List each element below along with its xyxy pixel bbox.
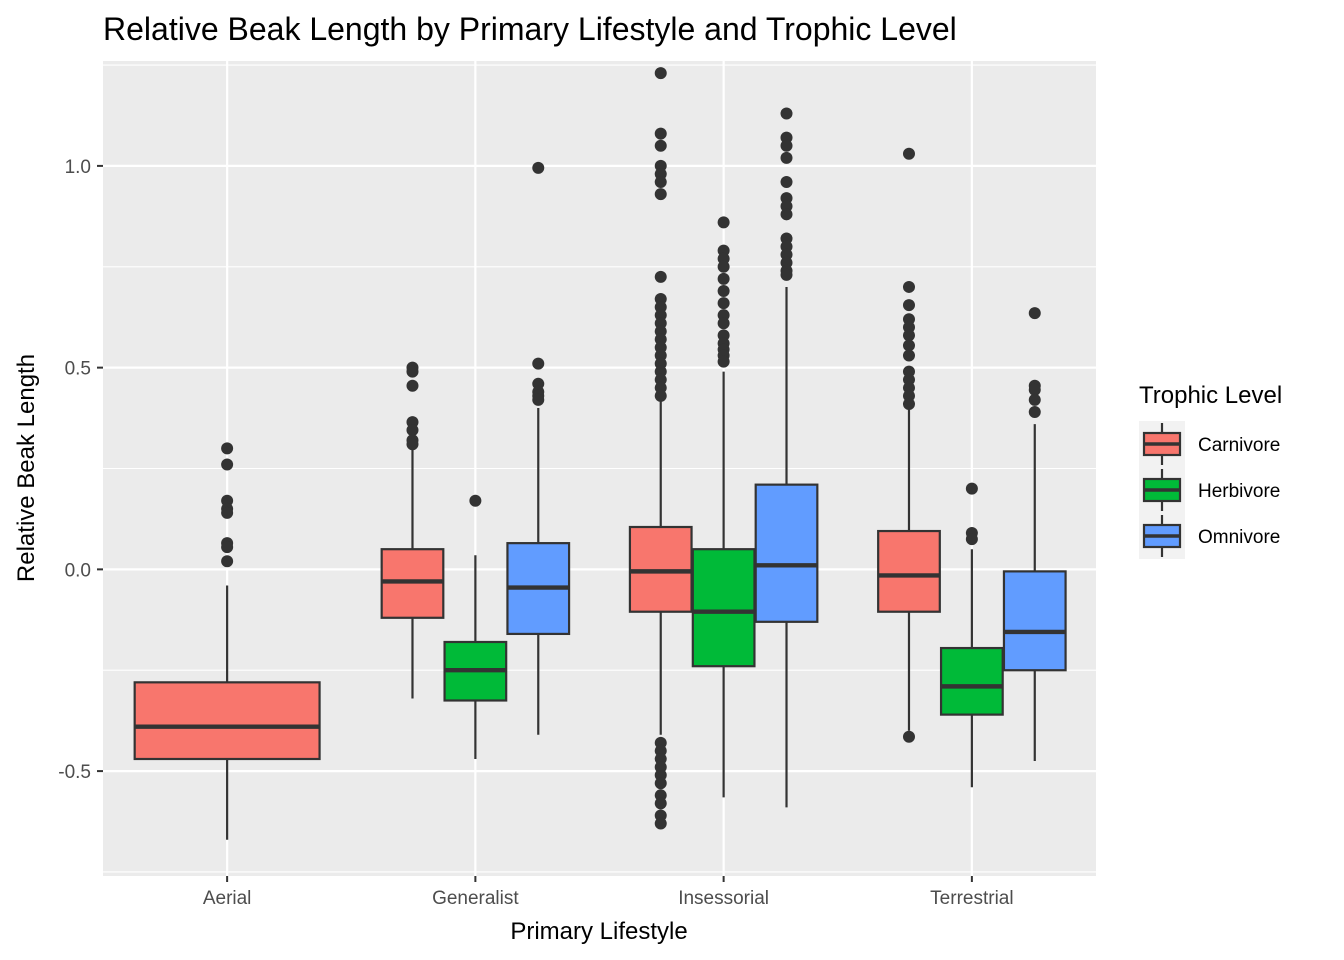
x-tick-label: Aerial xyxy=(203,888,252,909)
legend-items: Carnivore Herbivore Omnivore xyxy=(1139,421,1280,559)
outlier-point xyxy=(221,555,234,568)
chart-title: Relative Beak Length by Primary Lifestyl… xyxy=(103,11,957,47)
box-layer xyxy=(133,67,1067,840)
legend-label: Carnivore xyxy=(1198,435,1280,456)
outlier-point xyxy=(406,424,419,437)
outlier-point xyxy=(1028,406,1041,419)
outlier-point xyxy=(654,139,667,152)
outlier-point xyxy=(902,147,915,160)
legend-label: Omnivore xyxy=(1198,527,1280,548)
y-tick-label: 0.5 xyxy=(65,359,91,380)
box-generalist-herbivore xyxy=(443,494,508,759)
outlier-point xyxy=(780,176,793,189)
outlier-point xyxy=(717,297,730,310)
outlier-point xyxy=(902,329,915,342)
outlier-point xyxy=(780,151,793,164)
outlier-point xyxy=(902,397,915,410)
box-aerial-carnivore xyxy=(133,442,321,840)
outlier-point xyxy=(902,349,915,362)
outlier-point xyxy=(717,284,730,297)
outlier-point xyxy=(902,299,915,312)
box-iqr xyxy=(1002,570,1067,672)
legend-item-carnivore: Carnivore xyxy=(1139,421,1280,467)
outlier-point xyxy=(654,188,667,201)
box-insessorial-carnivore xyxy=(628,67,693,830)
outlier-point xyxy=(965,482,978,495)
box-iqr xyxy=(877,529,941,613)
outlier-point xyxy=(469,494,482,507)
outlier-point xyxy=(654,389,667,402)
outlier-point xyxy=(532,393,545,406)
box-iqr xyxy=(691,548,756,668)
outlier-point xyxy=(654,777,667,790)
outlier-point xyxy=(406,365,419,378)
y-tick-label: -0.5 xyxy=(58,762,91,783)
outlier-point xyxy=(654,67,667,80)
y-tick-label: 0.0 xyxy=(65,560,91,581)
y-tick-label: 1.0 xyxy=(65,157,91,178)
outlier-point xyxy=(1028,383,1041,396)
outlier-point xyxy=(654,176,667,189)
outlier-point xyxy=(1028,393,1041,406)
y-axis-title: Relative Beak Length xyxy=(13,354,40,582)
x-tick-label: Terrestrial xyxy=(930,888,1013,909)
box-generalist-carnivore xyxy=(380,361,445,699)
outlier-point xyxy=(717,216,730,229)
outlier-point xyxy=(717,317,730,330)
outlier-point xyxy=(221,506,234,519)
outlier-point xyxy=(902,339,915,352)
outlier-point xyxy=(780,208,793,221)
outlier-point xyxy=(406,438,419,451)
legend-title: Trophic Level xyxy=(1139,382,1282,409)
legend-item-herbivore: Herbivore xyxy=(1139,467,1280,513)
outlier-point xyxy=(654,127,667,140)
outlier-point xyxy=(902,280,915,293)
x-axis-title: Primary Lifestyle xyxy=(510,918,687,945)
box-generalist-omnivore xyxy=(506,161,571,735)
box-terrestrial-herbivore xyxy=(939,482,1004,788)
outlier-point xyxy=(902,730,915,743)
outlier-point xyxy=(221,442,234,455)
outlier-point xyxy=(717,260,730,273)
outlier-point xyxy=(406,379,419,392)
legend-label: Herbivore xyxy=(1198,481,1280,502)
outlier-point xyxy=(780,268,793,281)
box-iqr xyxy=(939,646,1004,716)
outlier-point xyxy=(654,797,667,810)
box-insessorial-omnivore xyxy=(754,107,819,808)
x-tick-label: Insessorial xyxy=(678,888,769,909)
outlier-point xyxy=(1028,307,1041,320)
outlier-point xyxy=(532,161,545,174)
outlier-point xyxy=(780,107,793,120)
outlier-point xyxy=(654,817,667,830)
box-iqr xyxy=(133,681,321,761)
x-tick-label: Generalist xyxy=(432,888,519,909)
outlier-point xyxy=(965,533,978,546)
outlier-point xyxy=(780,139,793,152)
outlier-point xyxy=(221,458,234,471)
y-axis: -0.5 0.0 0.5 1.0 xyxy=(58,157,103,783)
outlier-point xyxy=(717,272,730,285)
box-insessorial-herbivore xyxy=(691,216,756,798)
box-iqr xyxy=(754,483,819,623)
outlier-point xyxy=(717,355,730,368)
box-terrestrial-omnivore xyxy=(1002,307,1067,762)
x-axis: Aerial Generalist Insessorial Terrestrial xyxy=(203,876,1014,909)
outlier-point xyxy=(532,357,545,370)
outlier-point xyxy=(221,541,234,554)
legend: Trophic Level Carnivore Herbivore Omnivore xyxy=(1139,382,1282,559)
legend-item-omnivore: Omnivore xyxy=(1139,513,1280,559)
box-terrestrial-carnivore xyxy=(877,147,941,743)
outlier-point xyxy=(654,270,667,283)
